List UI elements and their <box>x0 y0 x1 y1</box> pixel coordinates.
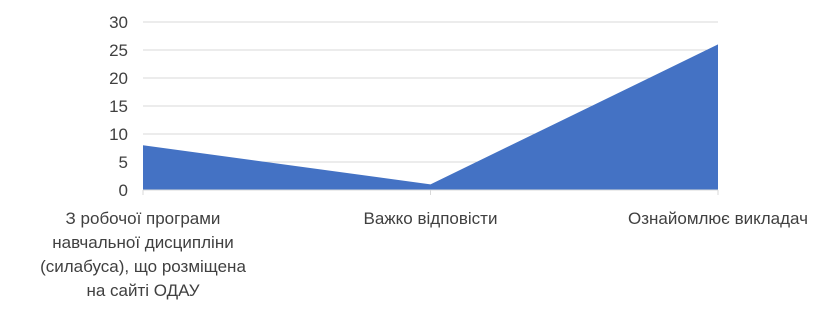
y-tick-label: 15 <box>109 97 128 116</box>
x-axis-category-labels: З робочої програми навчальної дисципліни(… <box>40 209 808 300</box>
plot-area <box>143 44 718 191</box>
y-axis-tick-labels: 0 5 10 15 20 25 30 <box>109 13 128 200</box>
y-tick-label: 30 <box>109 13 128 32</box>
y-tick-label: 5 <box>119 153 128 172</box>
y-tick-label: 20 <box>109 69 128 88</box>
x-category-label: Важко відповісти <box>364 209 498 228</box>
y-tick-label: 0 <box>119 181 128 200</box>
y-tick-label: 25 <box>109 41 128 60</box>
x-category-label: З робочої програми навчальної дисципліни(… <box>40 209 246 300</box>
x-category-label: Ознайомлює викладач <box>628 209 808 228</box>
y-tick-label: 10 <box>109 125 128 144</box>
area-series-1 <box>143 44 718 191</box>
x-axis <box>142 189 719 195</box>
